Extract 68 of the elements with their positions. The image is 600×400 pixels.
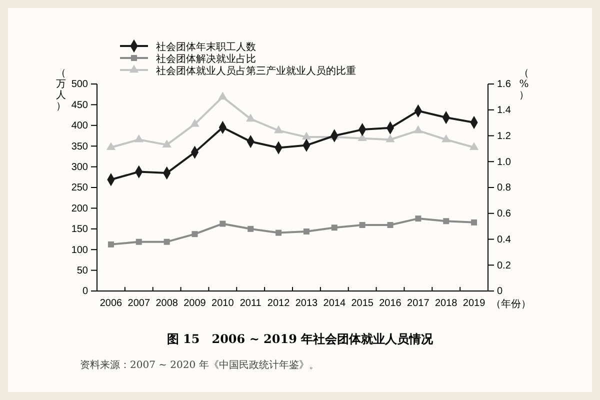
- x-tick-label: 2010: [212, 298, 234, 309]
- y2-tick-label: 0.2: [497, 260, 512, 272]
- x-tick-label: 2015: [351, 298, 374, 309]
- point: [443, 218, 450, 224]
- x-tick-label: 2017: [407, 298, 430, 309]
- y-tick-label: 50: [76, 266, 88, 276]
- x-tick-label: 2019: [462, 298, 486, 309]
- text: 资料来源：2007 ~ 2020 年《中国民政统计年鉴》。: [80, 359, 319, 371]
- y-tick-label: 350: [71, 141, 88, 152]
- point: [134, 134, 144, 142]
- x-tick-label: 2012: [267, 298, 290, 309]
- point: [387, 222, 394, 228]
- point: [274, 125, 284, 134]
- y-tick-label: 150: [71, 224, 88, 236]
- point: [136, 238, 142, 245]
- point: [303, 228, 310, 234]
- y-axis-title: （万人）: [56, 68, 66, 112]
- y2-tick-label: 1.2: [497, 130, 512, 142]
- point: [415, 216, 422, 222]
- point: [276, 230, 282, 236]
- x-tick-label: 2006: [100, 298, 123, 309]
- x-tick-label: 2013: [295, 298, 318, 309]
- x-tick-label: 2014: [323, 298, 346, 309]
- point: [471, 219, 478, 226]
- point: [359, 222, 366, 228]
- point: [248, 226, 254, 232]
- y2-tick-label: 1.0: [497, 156, 512, 168]
- point: [469, 142, 479, 150]
- y2-axis-title: （%）: [519, 68, 529, 101]
- text: 图 15 2006 ~ 2019 年社会团体就业人员情况: [166, 332, 434, 346]
- point: [164, 238, 170, 245]
- y-tick-label: 300: [71, 162, 88, 173]
- y2-tick-label: 0.4: [497, 234, 512, 246]
- y-tick-label: 250: [71, 182, 88, 194]
- y-tick-label: 450: [71, 100, 88, 111]
- y-tick-label: 200: [71, 203, 88, 214]
- point: [220, 220, 226, 227]
- point: [246, 114, 256, 122]
- point: [414, 125, 423, 134]
- y-tick-label: 500: [71, 79, 88, 90]
- point: [162, 140, 172, 148]
- y2-tick-label: 1.6: [497, 79, 512, 90]
- point: [108, 241, 114, 248]
- y2-tick-label: 0.8: [497, 182, 512, 194]
- point: [302, 132, 312, 140]
- point: [106, 142, 116, 150]
- y-tick-label: 100: [71, 244, 88, 256]
- point: [218, 92, 228, 100]
- x-tick-label: 2016: [379, 298, 402, 309]
- y-tick-label: 400: [71, 120, 88, 132]
- x-tick-label: 2011: [240, 298, 262, 309]
- legend-label: 社会团体就业人员占第三产业就业人员的比重: [156, 65, 356, 77]
- x-axis-title: （年份）: [491, 298, 531, 310]
- point: [331, 224, 338, 231]
- x-tick-label: 2018: [434, 298, 458, 309]
- point: [442, 134, 451, 142]
- point: [190, 118, 200, 127]
- x-tick-label: 2008: [156, 298, 178, 309]
- point: [386, 134, 395, 142]
- point: [192, 231, 198, 238]
- y2-tick-label: 1.4: [497, 105, 512, 116]
- x-tick-label: 2009: [184, 298, 206, 309]
- legend-label: 社会团体年末职工人数: [156, 41, 256, 53]
- x-tick-label: 2007: [128, 298, 150, 309]
- y2-tick-label: 0: [497, 286, 503, 298]
- y2-tick-label: 0.6: [497, 208, 512, 220]
- y-tick-label: 0: [82, 286, 88, 298]
- legend-label: 社会团体解决就业占比: [156, 53, 256, 65]
